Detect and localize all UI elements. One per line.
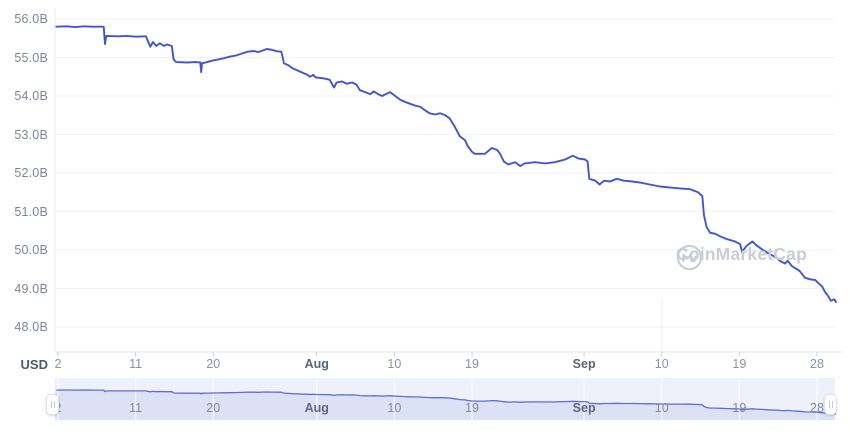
y-axis-tick-label: 56.0B [14, 12, 48, 26]
plot-area[interactable] [55, 6, 837, 352]
y-axis-tick-label: 53.0B [14, 127, 48, 142]
y-axis-tick-label: 55.0B [14, 50, 48, 65]
marketcap-line-series [55, 25, 837, 303]
x-axis-tick-label: 28 [810, 357, 824, 371]
navigator-tick-label: 20 [206, 401, 221, 415]
y-axis-tick-label: 52.0B [14, 166, 48, 180]
navigator-tick-label: Aug [304, 401, 329, 415]
navigator-line-series [56, 389, 837, 415]
navigator-tick-label: 10 [387, 401, 402, 415]
x-axis-tick-label: 11 [129, 357, 143, 371]
navigator-tick-label: 19 [732, 401, 747, 415]
x-axis-tick-label: Aug [304, 357, 329, 371]
x-axis-tick-label: 10 [654, 357, 669, 371]
navigator-left-handle[interactable] [46, 394, 59, 415]
navigator-tick-label: Sep [572, 401, 596, 415]
x-axis-tick-label: 20 [206, 357, 221, 371]
x-axis-tick-label: Sep [572, 357, 596, 371]
currency-label: USD [20, 357, 48, 372]
navigator-track[interactable] [55, 378, 835, 420]
navigator-tick-label: 19 [465, 401, 479, 415]
y-axis-tick-label: 51.0B [14, 204, 48, 219]
navigator-area-fill [55, 390, 836, 420]
y-axis-tick-label: 50.0B [14, 243, 48, 257]
navigator-tick-label: 10 [654, 401, 669, 415]
x-axis-tick-label: 10 [387, 357, 402, 371]
x-axis-tick-label: 19 [465, 357, 479, 371]
x-axis-tick-label: 2 [54, 357, 62, 371]
navigator-tick-label: 28 [810, 401, 824, 415]
y-axis-tick-label: 54.0B [14, 89, 48, 103]
y-axis-tick-label: 49.0B [14, 281, 48, 296]
x-axis-tick-label: 19 [732, 357, 747, 371]
navigator-tick-label: 11 [129, 401, 143, 415]
navigator-right-handle[interactable] [824, 394, 837, 415]
y-axis-tick-label: 48.0B [14, 320, 48, 334]
